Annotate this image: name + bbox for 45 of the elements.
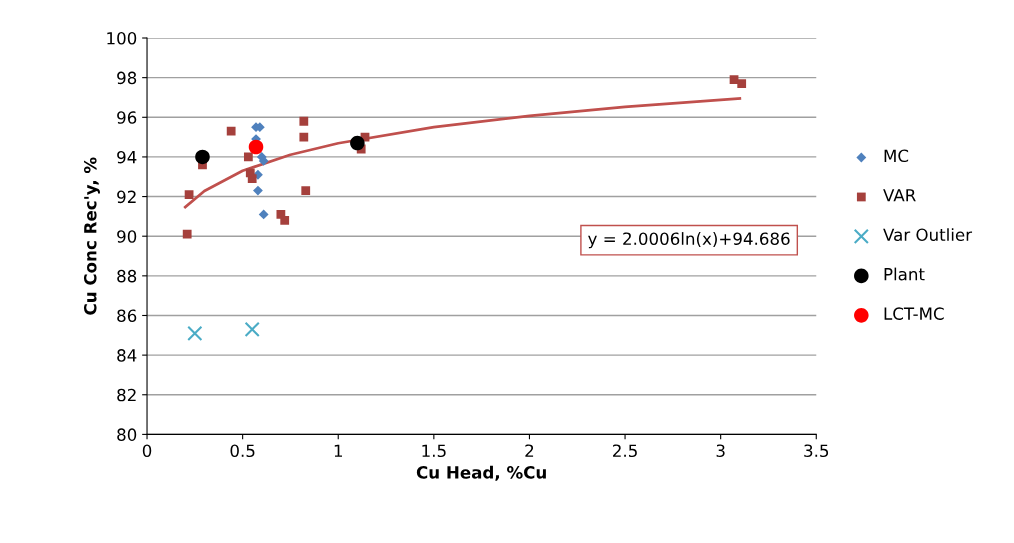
y-tick-label: 96 [117, 111, 137, 124]
point [248, 139, 264, 155]
x-tick-label: 0.5 [230, 444, 255, 458]
point [226, 126, 236, 136]
annotation: y = 2.0006ln(x)+94.686 [588, 232, 790, 249]
y-tick-label: 90 [117, 230, 137, 243]
y-tick-label: 84 [117, 349, 137, 362]
x-tick-label: 2.5 [613, 444, 637, 458]
y-tick-label: 86 [117, 309, 137, 323]
point [244, 321, 260, 337]
point [350, 135, 365, 151]
point [258, 209, 269, 220]
point [195, 149, 210, 165]
point [299, 116, 309, 126]
point [184, 190, 194, 199]
point [187, 325, 203, 341]
point [280, 215, 290, 225]
point [243, 152, 253, 162]
y-tick-label: 82 [117, 388, 136, 402]
x-tick-label: 0 [142, 444, 152, 458]
point [182, 229, 192, 239]
point [253, 185, 263, 196]
point [301, 186, 311, 196]
x-tick-label: 3.5 [804, 444, 829, 458]
y-tick-label: 88 [117, 269, 137, 283]
point [247, 174, 257, 184]
y-tick-label: 94 [117, 150, 137, 164]
y-tick-label: 92 [117, 190, 136, 204]
x-axis-title: Cu Head, %Cu [416, 465, 546, 481]
point [299, 132, 309, 142]
legend-label: Plant [884, 267, 925, 281]
y-tick-label: 100 [107, 31, 137, 45]
y-tick-label: 98 [117, 71, 137, 85]
legend-label: VAR [883, 189, 916, 202]
x-tick-label: 1.5 [422, 444, 446, 458]
y-axis-title: Cu Conc Rec'y, % [83, 157, 100, 315]
legend-label: MC [884, 149, 909, 163]
legend-label: Var Outlier [883, 228, 973, 242]
x-tick-label: 3 [716, 444, 725, 458]
point [737, 79, 747, 88]
line-series [183, 97, 742, 209]
x-tick-label: 2 [525, 444, 534, 457]
x-tick-label: 1 [334, 444, 342, 457]
y-tick-label: 80 [117, 428, 137, 441]
legend-label: LCT-MC [884, 307, 944, 320]
